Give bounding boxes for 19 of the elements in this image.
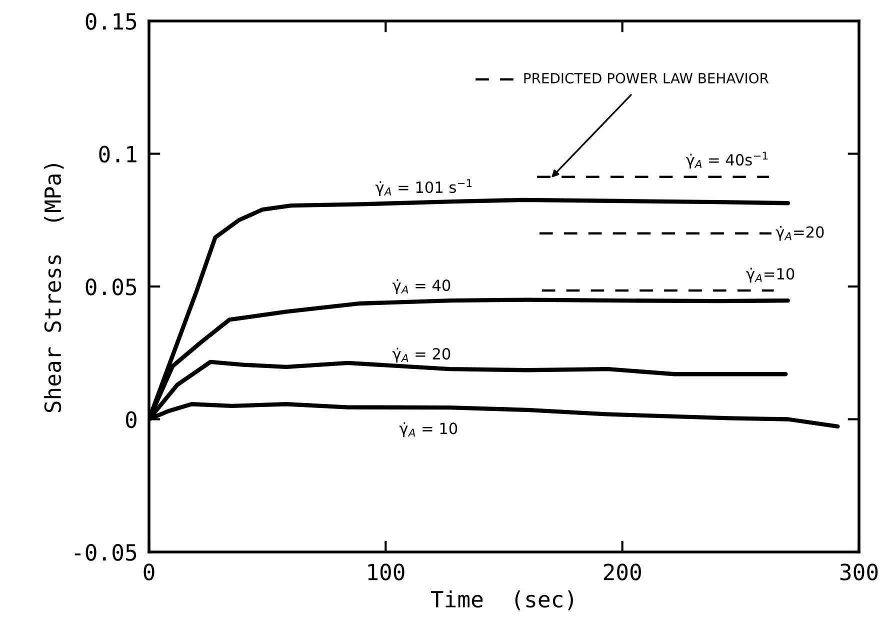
series-label: γ̇$_{A}$ = 10 (399, 422, 458, 438)
x-tick-label: 100 (368, 564, 404, 580)
series-label: γ̇$_{A}$ = 101 s$^{−1}$ (376, 179, 472, 196)
series-label: γ̇$_{A}$ = 20 (392, 348, 450, 363)
y-tick-label: 0.15 (86, 13, 136, 30)
x-axis-title: Time (sec) (430, 590, 573, 610)
x-tick-label: 300 (840, 564, 878, 580)
series-label: γ̇$_{A}$=20 (776, 226, 824, 241)
x-tick-label: 0 (144, 564, 154, 580)
series-label: γ̇$_{A}$ = 40s$^{−1}$ (686, 152, 768, 169)
y-axis-title: Shear Stress (MPa) (44, 164, 64, 412)
series-label: γ̇$_{A}$ = 40 (392, 279, 450, 294)
y-tick-label: -0.05 (74, 544, 136, 561)
y-tick-label: 0.05 (86, 278, 136, 296)
y-tick-label: 0 (126, 411, 136, 428)
annotation: PREDICTED POWER LAW BEHAVIOR (524, 72, 769, 84)
series-label: γ̇$_{A}$=10 (746, 268, 794, 283)
y-tick-label: 0.1 (99, 146, 136, 163)
x-tick-label: 200 (604, 564, 641, 580)
